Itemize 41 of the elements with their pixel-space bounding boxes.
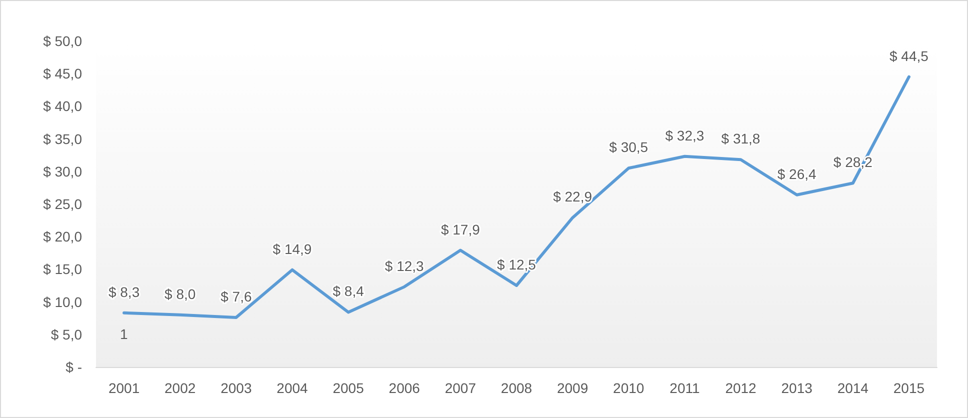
x-tick-label: 2013 — [781, 380, 813, 396]
y-tick-label: $ 20,0 — [43, 228, 82, 245]
x-tick-label: 2006 — [388, 380, 420, 396]
x-tick-label: 2002 — [164, 380, 196, 396]
data-label: $ 17,9 — [440, 221, 480, 238]
data-label: $ 30,5 — [609, 139, 648, 156]
x-tick-label: 2008 — [500, 380, 532, 396]
x-tick-label: 2011 — [670, 380, 700, 396]
y-tick-label: $ - — [66, 359, 82, 375]
y-tick-label: $ 45,0 — [43, 66, 82, 82]
data-label: $ 12,3 — [384, 258, 424, 274]
x-tick-label: 2001 — [108, 380, 140, 396]
data-label: $ 8,0 — [164, 286, 196, 302]
x-tick-label: 2004 — [276, 380, 308, 396]
x-tick-label: 2009 — [556, 380, 588, 396]
y-tick-label: $ 5,0 — [50, 326, 82, 342]
x-tick-label: 2010 — [613, 380, 644, 396]
x-tick-label: 2015 — [893, 380, 925, 396]
data-label: $ 8,4 — [332, 283, 364, 300]
x-tick-label: 2005 — [332, 380, 364, 396]
data-label: $ 7,6 — [220, 288, 252, 304]
data-label: $ 22,9 — [553, 188, 592, 205]
y-tick-label: $ 40,0 — [43, 98, 82, 114]
data-label: $ 14,9 — [272, 240, 312, 257]
data-label: $ 31,8 — [721, 130, 760, 147]
annotation: 1 — [120, 326, 128, 342]
data-label: $ 44,5 — [890, 48, 929, 64]
y-tick-label: $ 15,0 — [43, 261, 82, 278]
x-tick-label: 2007 — [444, 380, 476, 396]
data-label: $ 8,3 — [108, 284, 140, 300]
y-tick-label: $ 25,0 — [43, 196, 82, 212]
y-tick-label: $ 30,0 — [43, 163, 82, 180]
data-label: $ 32,3 — [665, 127, 704, 144]
x-tick-label: 2014 — [837, 380, 869, 396]
y-tick-label: $ 35,0 — [43, 130, 82, 147]
y-tick-label: $ 10,0 — [43, 294, 82, 310]
y-tick-label: $ 50,0 — [43, 33, 82, 49]
data-label: $ 26,4 — [777, 166, 816, 182]
x-tick-label: 2012 — [725, 380, 757, 396]
x-tick-label: 2003 — [220, 380, 252, 396]
line-series — [122, 75, 910, 319]
